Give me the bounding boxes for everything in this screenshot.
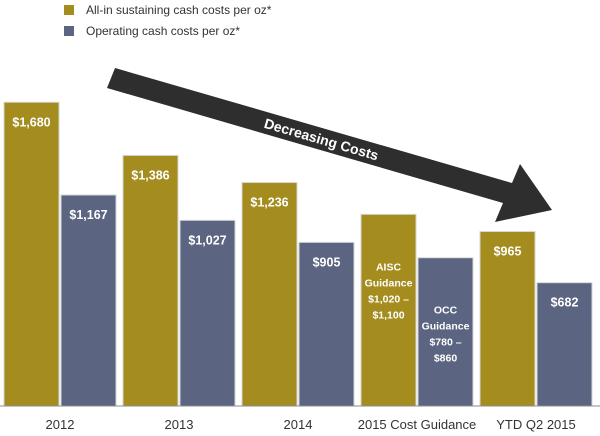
bar-aisc-3: [360, 213, 417, 407]
bar-label-line: $965: [494, 245, 522, 259]
bar-label-line: $860: [434, 353, 458, 365]
bar-aisc-2: [241, 182, 298, 407]
legend-item-occ: Operating cash costs per oz*: [64, 23, 271, 39]
bar-occ-1: [179, 219, 236, 407]
bar-occ-3: [417, 257, 474, 407]
bar-label-aisc-2: $1,236: [250, 196, 288, 210]
bar-label-line: Guidance: [365, 277, 413, 289]
legend-label-occ: Operating cash costs per oz*: [86, 24, 241, 38]
bar-label-occ-0: $1,167: [69, 208, 107, 222]
bar-aisc-0: [3, 101, 60, 407]
legend-item-aisc: All-in sustaining cash costs per oz*: [64, 2, 271, 18]
bar-label-occ-1: $1,027: [188, 233, 226, 247]
bar-label-aisc-0: $1,680: [12, 115, 50, 129]
bar-aisc-4: [479, 231, 536, 407]
bar-label-occ-2: $905: [313, 255, 341, 269]
bar-label-line: $1,680: [12, 115, 50, 129]
bar-label-line: $1,386: [131, 168, 169, 182]
bar-label-line: $1,167: [69, 208, 107, 222]
bar-label-line: $1,027: [188, 233, 226, 247]
bar-label-aisc-4: $965: [494, 245, 522, 259]
bar-label-line: AISC: [376, 261, 402, 273]
bar-occ-4: [536, 282, 593, 407]
bar-label-aisc-1: $1,386: [131, 168, 169, 182]
bar-label-line: $682: [551, 296, 579, 310]
bar-occ-2: [298, 241, 355, 407]
arrow-label: Decreasing Costs: [262, 115, 380, 163]
legend-swatch-aisc: [64, 5, 74, 15]
legend-swatch-occ: [64, 26, 74, 36]
x-tick-labels: 2012 2013 2014 2015 Cost Guidance YTD Q2 201…: [46, 417, 576, 432]
x-tick-label-3: 2015 Cost Guidance: [358, 417, 477, 432]
legend: All-in sustaining cash costs per oz* Ope…: [64, 2, 271, 44]
x-tick-label-4: YTD Q2 2015: [496, 417, 576, 432]
arrow-shape: [107, 68, 552, 222]
x-tick-label-1: 2013: [165, 417, 194, 432]
bars: $1,680 $1,167 $1,386 $1,027 $1,236 $905 AISC Gu…: [3, 101, 593, 407]
x-tick-label-2: 2014: [284, 417, 313, 432]
legend-label-aisc: All-in sustaining cash costs per oz*: [86, 3, 272, 17]
bar-label-line: $780 –: [429, 337, 461, 349]
bar-label-line: $905: [313, 255, 341, 269]
bar-aisc-1: [122, 154, 179, 407]
bar-label-line: OCC: [434, 305, 458, 317]
bar-label-occ-3: OCC Guidance $780 – $860: [422, 305, 470, 365]
bar-label-line: $1,100: [372, 309, 404, 321]
bar-label-line: $1,236: [250, 196, 288, 210]
bar-label-occ-4: $682: [551, 296, 579, 310]
x-tick-label-0: 2012: [46, 417, 75, 432]
bar-label-line: $1,020 –: [368, 293, 409, 305]
bar-label-aisc-3: AISC Guidance $1,020 – $1,100: [365, 261, 413, 321]
bar-label-line: Guidance: [422, 321, 470, 333]
bar-occ-0: [60, 194, 117, 407]
